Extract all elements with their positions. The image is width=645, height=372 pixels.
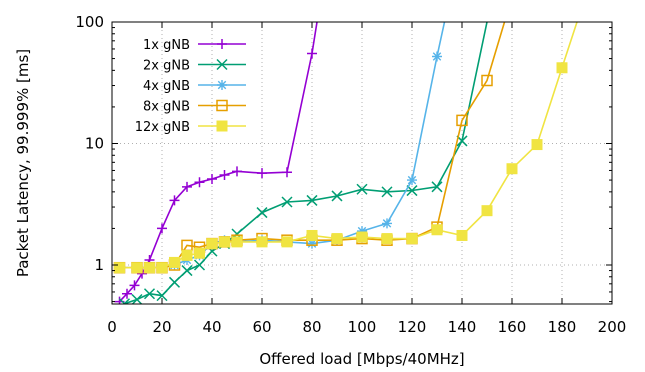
data-point	[157, 223, 167, 234]
data-point	[556, 62, 568, 74]
data-point	[381, 233, 393, 245]
tick-labels: 0 20 40 60 80 100 120 140 160 180 200 1 10 100	[75, 13, 626, 336]
y-tick-label: 10	[85, 135, 104, 153]
data-point	[206, 238, 218, 250]
data-point	[219, 170, 230, 181]
data-point	[143, 288, 156, 300]
data-point	[194, 247, 205, 259]
data-point	[432, 51, 442, 62]
data-point	[456, 114, 468, 127]
data-point	[193, 259, 206, 271]
data-point	[331, 190, 343, 202]
data-point	[144, 262, 155, 274]
data-point	[256, 236, 268, 248]
legend-label: 8x gNB	[143, 100, 190, 115]
data-point	[231, 236, 243, 248]
legend-marker	[216, 58, 228, 71]
data-point	[181, 249, 193, 261]
data-point	[207, 174, 217, 185]
data-point	[131, 262, 143, 274]
data-point	[122, 288, 132, 299]
data-point	[232, 166, 242, 177]
x-tick-label: 40	[202, 318, 221, 336]
plot-frame	[111, 21, 613, 305]
legend-entry: 4x gNB	[143, 79, 246, 94]
plot-series	[113, 22, 578, 304]
data-point	[182, 181, 192, 192]
data-point	[481, 74, 493, 87]
data-point	[407, 175, 417, 186]
legend-marker	[217, 39, 227, 49]
data-point	[219, 236, 230, 248]
legend-label: 12x gNB	[135, 120, 190, 135]
legend-entry: 1x gNB	[143, 38, 246, 53]
data-point	[306, 229, 318, 241]
data-point	[356, 231, 368, 243]
data-point	[307, 48, 317, 59]
data-point	[456, 229, 468, 241]
data-point	[306, 194, 318, 206]
legend-marker	[217, 80, 227, 90]
data-point	[431, 181, 443, 193]
x-tick-label: 20	[152, 318, 171, 336]
legend-label: 4x gNB	[143, 79, 190, 94]
x-tick-label: 140	[448, 318, 477, 336]
x-tick-label: 100	[348, 318, 377, 336]
data-point	[169, 256, 180, 268]
data-point	[281, 236, 293, 248]
data-point	[181, 265, 193, 277]
legend: 1x gNB 2x gNB 4x gNB 8x gNB 12x gNB	[135, 38, 246, 135]
data-point	[257, 168, 267, 179]
data-point	[131, 293, 143, 304]
legend-marker	[216, 99, 228, 112]
y-tick-label: 1	[94, 256, 104, 274]
series-clip-group	[113, 22, 578, 304]
y-axis-title: Packet Latency, 99.999% [ms]	[14, 49, 32, 277]
data-point	[282, 167, 292, 178]
series-line	[118, 22, 318, 303]
data-point	[168, 276, 181, 288]
data-point	[331, 233, 343, 245]
series-5	[114, 22, 578, 274]
x-tick-label: 200	[598, 318, 627, 336]
legend-label: 1x gNB	[143, 38, 190, 53]
data-point	[481, 205, 493, 217]
legend-label: 2x gNB	[143, 59, 190, 74]
x-tick-label: 160	[498, 318, 527, 336]
legend-entry: 2x gNB	[143, 59, 246, 74]
data-point	[356, 183, 368, 195]
data-point	[114, 262, 125, 274]
data-point	[169, 195, 180, 206]
data-point	[307, 238, 317, 249]
data-point	[381, 186, 393, 198]
data-point	[382, 218, 392, 229]
data-point	[156, 290, 168, 302]
data-point	[281, 196, 293, 208]
data-point	[194, 177, 205, 188]
data-point	[506, 163, 518, 175]
x-tick-label: 60	[252, 318, 271, 336]
data-point	[431, 224, 443, 236]
data-point	[531, 139, 543, 151]
x-tick-label: 120	[398, 318, 427, 336]
grid	[112, 22, 612, 304]
data-point	[156, 262, 168, 274]
x-axis-title: Offered load [Mbps/40MHz]	[259, 350, 464, 368]
x-tick-label: 0	[107, 318, 117, 336]
legend-marker	[216, 120, 228, 132]
data-point	[129, 280, 140, 291]
data-point	[357, 226, 367, 237]
data-point	[256, 207, 268, 219]
legend-entry: 8x gNB	[143, 100, 246, 115]
legend-entry: 12x gNB	[135, 120, 246, 135]
x-tick-label: 180	[548, 318, 577, 336]
data-point	[406, 233, 418, 245]
x-tick-label: 80	[302, 318, 321, 336]
y-tick-label: 100	[75, 13, 104, 31]
